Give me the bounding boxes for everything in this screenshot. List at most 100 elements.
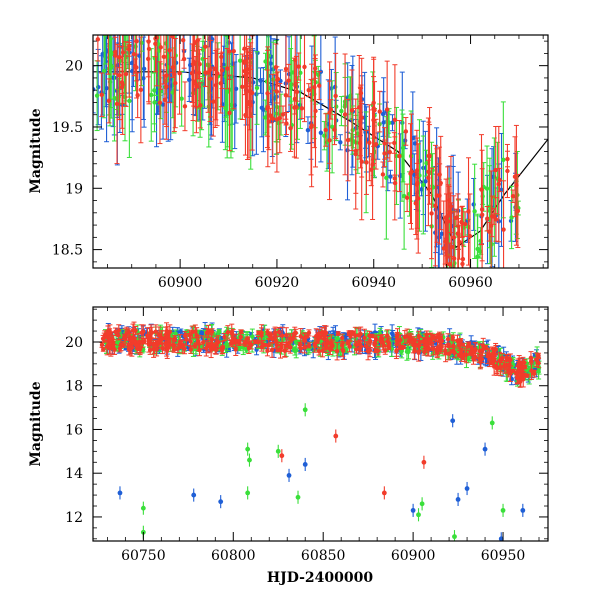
data-point <box>233 86 239 92</box>
data-point <box>380 172 386 177</box>
data-point <box>280 112 286 117</box>
data-point <box>270 116 275 121</box>
data-point <box>189 71 195 76</box>
data-point <box>222 334 227 340</box>
data-point <box>323 127 328 133</box>
data-point <box>123 71 129 77</box>
data-point <box>219 54 224 60</box>
data-point <box>106 29 110 33</box>
data-point <box>531 371 537 376</box>
data-point <box>491 214 497 219</box>
top-series-2 <box>95 29 521 268</box>
data-point <box>268 61 273 66</box>
data-point <box>127 98 132 104</box>
data-point <box>243 112 248 118</box>
data-point <box>367 140 372 145</box>
data-point <box>156 48 162 53</box>
data-point <box>382 151 387 156</box>
data-point <box>94 93 100 98</box>
data-point <box>227 110 232 116</box>
data-point <box>317 83 322 88</box>
data-point <box>487 229 492 234</box>
data-point <box>218 81 223 86</box>
data-point <box>472 209 477 214</box>
data-point <box>108 65 114 70</box>
data-point <box>157 100 163 105</box>
data-point <box>384 175 389 181</box>
data-point <box>177 71 182 76</box>
data-point <box>167 48 172 53</box>
top-panel: 60900 60920 60940 60960 18.5 19 19.5 20 Magnitu… <box>28 29 549 291</box>
data-point <box>512 174 518 179</box>
y-tick-label: 19.5 <box>52 120 83 136</box>
data-point <box>216 328 222 334</box>
top-plot-area <box>93 29 548 268</box>
data-point <box>479 212 485 217</box>
data-point <box>258 78 263 83</box>
data-point <box>306 87 311 93</box>
data-point <box>181 56 187 62</box>
data-point <box>357 140 363 146</box>
data-point <box>327 138 332 143</box>
data-point <box>380 111 386 117</box>
data-point <box>180 38 186 43</box>
data-point <box>400 145 406 151</box>
data-point <box>227 49 232 54</box>
x-tick-label: 60920 <box>255 275 300 291</box>
data-point <box>479 187 484 192</box>
data-point <box>338 140 343 145</box>
top-y-axis-title: Magnitude <box>28 108 44 193</box>
bottom-series-2 <box>99 321 542 388</box>
data-point <box>505 168 510 174</box>
data-point <box>462 221 468 227</box>
data-point <box>471 202 476 207</box>
data-point <box>131 51 137 57</box>
data-point <box>505 156 510 162</box>
data-point <box>162 97 168 102</box>
data-point <box>158 45 163 50</box>
data-point <box>362 335 367 340</box>
data-point <box>114 101 120 107</box>
y-tick-label: 18.5 <box>52 243 83 259</box>
x-tick-label: 60900 <box>158 275 203 291</box>
data-point <box>198 103 203 108</box>
data-point <box>388 174 393 179</box>
data-point <box>152 100 157 105</box>
data-point <box>318 130 324 135</box>
data-point <box>200 47 206 53</box>
data-point <box>404 349 410 354</box>
data-point <box>95 37 101 42</box>
data-point <box>449 244 454 250</box>
data-point <box>426 153 431 159</box>
data-point <box>497 177 502 183</box>
data-point <box>484 186 490 191</box>
data-point <box>423 179 428 184</box>
data-point <box>153 36 158 41</box>
data-point <box>451 235 457 240</box>
data-point <box>99 92 104 98</box>
data-point <box>112 49 118 55</box>
data-point <box>193 82 199 87</box>
data-point <box>213 82 219 88</box>
data-point <box>408 171 413 176</box>
data-point <box>387 149 393 155</box>
data-point <box>485 216 490 221</box>
y-tick-label: 20 <box>65 59 83 75</box>
data-point <box>445 336 451 342</box>
data-point <box>277 115 282 121</box>
data-point <box>453 215 459 221</box>
data-point <box>345 137 351 143</box>
data-point <box>129 68 135 74</box>
data-point <box>459 219 464 225</box>
data-point <box>392 117 398 123</box>
data-point <box>392 176 397 181</box>
data-point <box>146 39 151 44</box>
data-point <box>286 78 291 83</box>
data-point <box>333 104 339 109</box>
data-point <box>364 160 369 165</box>
data-point <box>501 227 506 232</box>
data-point <box>441 246 446 251</box>
data-point <box>434 193 440 198</box>
data-point <box>225 66 230 71</box>
